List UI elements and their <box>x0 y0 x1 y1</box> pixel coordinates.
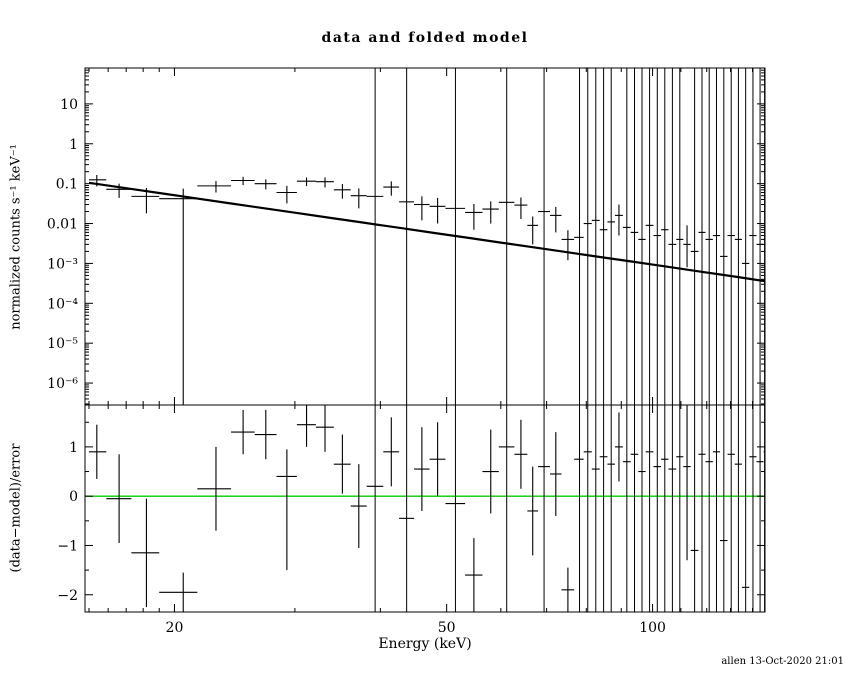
y-tick-label: 10⁻³ <box>47 256 78 272</box>
model-line <box>88 181 766 283</box>
y-tick-label: 10 <box>60 97 78 113</box>
y-tick-label: −1 <box>57 538 78 554</box>
x-tick-label: 100 <box>639 620 666 636</box>
tick-marks <box>85 68 765 612</box>
x-tick-label: 20 <box>166 620 184 636</box>
plot-title: data and folded model <box>321 30 529 46</box>
data-series <box>88 68 766 612</box>
model-curve <box>88 181 766 283</box>
panel-frame <box>84 67 766 406</box>
y-tick-label: 10⁻⁶ <box>47 376 78 392</box>
timestamp: allen 13-Oct-2020 21:01 <box>721 656 844 667</box>
x-tick-label: 50 <box>438 620 456 636</box>
y-tick-label: 1 <box>69 440 78 456</box>
y-tick-label: −2 <box>57 588 78 604</box>
y-tick-label: 10⁻⁴ <box>47 296 78 312</box>
y-tick-label: 1 <box>69 137 78 153</box>
y-tick-label: 10⁻⁵ <box>47 336 78 352</box>
y-tick-label: 0 <box>69 489 78 505</box>
axes <box>84 67 766 613</box>
y-tick-label: 0.01 <box>47 217 78 233</box>
panel-frame <box>84 404 766 613</box>
y-tick-label: 0.1 <box>56 177 78 193</box>
x-axis-label: Energy (keV) <box>378 636 472 652</box>
